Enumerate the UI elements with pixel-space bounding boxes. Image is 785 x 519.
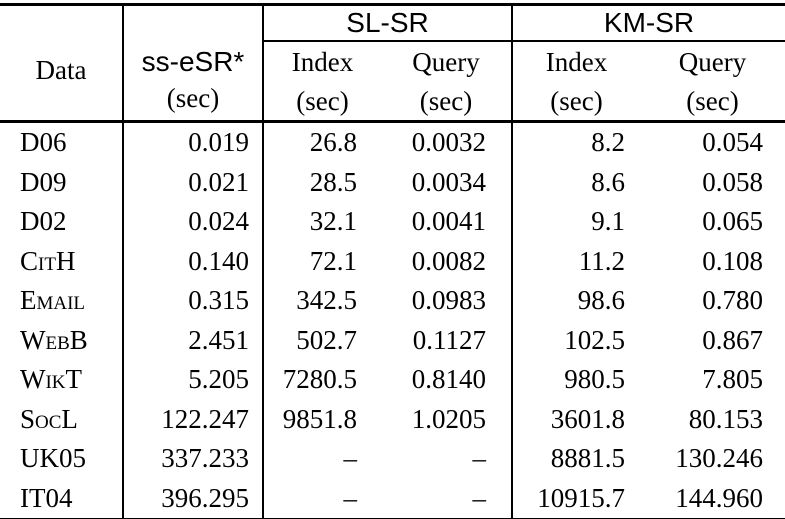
cell-ss-esr: 0.021 <box>123 162 264 202</box>
table-header: Data ss-eSR* (sec) SL-SR KM-SR Index Que… <box>0 4 785 123</box>
cell-sl-query: – <box>381 439 513 479</box>
column-header-km-query: Query <box>678 46 747 77</box>
method-unit-ss-esr: (sec) <box>166 83 220 113</box>
method-name-ss-esr: ss-eSR* <box>141 46 245 77</box>
table-row: WebB 2.451 502.7 0.1127 102.5 0.867 <box>0 320 785 360</box>
column-header-ss-esr: ss-eSR* (sec) <box>123 4 264 123</box>
cell-sl-query: 0.0082 <box>381 241 513 281</box>
cell-sl-index: 342.5 <box>296 285 357 316</box>
table-body: D06 0.019 26.8 0.0032 8.2 0.054 D09 0.02… <box>0 121 785 519</box>
row-label: D06 <box>0 121 124 163</box>
row-label: IT04 <box>0 478 124 519</box>
table-row: D06 0.019 26.8 0.0032 8.2 0.054 <box>0 121 785 163</box>
cell-sl-query: 1.0205 <box>381 399 513 439</box>
cell-ss-esr: 2.451 <box>123 320 264 360</box>
cell-km-query: 0.065 <box>702 206 764 237</box>
cell-ss-esr: 0.140 <box>123 241 264 281</box>
cell-sl-index: 28.5 <box>309 166 357 197</box>
cell-km-index: 11.2 <box>578 245 625 276</box>
cell-km-index: 8881.5 <box>550 443 625 474</box>
cell-km-query: 80.153 <box>688 403 764 434</box>
cell-sl-query: – <box>381 478 513 519</box>
cell-km-query: 144.960 <box>675 482 764 513</box>
group-header-km-sr: KM-SR <box>512 4 785 42</box>
row-label: WikT <box>0 360 124 400</box>
column-header-sl-query: Query <box>381 41 513 82</box>
cell-ss-esr: 5.205 <box>123 360 264 400</box>
column-header-km-index: Index <box>545 46 608 77</box>
cell-sl-query: 0.0041 <box>381 202 513 242</box>
cell-ss-esr: 396.295 <box>123 478 264 519</box>
cell-km-index: 8.2 <box>591 127 625 158</box>
cell-ss-esr: 0.019 <box>123 121 264 163</box>
results-table: Data ss-eSR* (sec) SL-SR KM-SR Index Que… <box>0 3 785 519</box>
cell-sl-index: 502.7 <box>296 324 357 355</box>
cell-km-query: 7.805 <box>702 364 764 395</box>
row-label: Email <box>0 281 124 321</box>
cell-sl-index: 32.1 <box>309 206 357 237</box>
row-label: WebB <box>0 320 124 360</box>
cell-km-index: 3601.8 <box>550 403 625 434</box>
cell-km-index: 980.5 <box>564 364 625 395</box>
table-row: IT04 396.295 – – 10915.7 144.960 <box>0 478 785 519</box>
column-header-sl-index: Index <box>291 46 354 77</box>
cell-km-query: 130.246 <box>675 443 764 474</box>
cell-ss-esr: 337.233 <box>123 439 264 479</box>
cell-km-index: 102.5 <box>564 324 625 355</box>
cell-km-query: 0.867 <box>702 324 764 355</box>
cell-ss-esr: 0.024 <box>123 202 264 242</box>
column-header-data: Data <box>0 4 124 123</box>
cell-sl-index: 72.1 <box>309 245 357 276</box>
cell-km-query: 0.108 <box>702 245 764 276</box>
row-label: CitH <box>0 241 124 281</box>
cell-km-query: 0.780 <box>702 285 764 316</box>
cell-sl-query: 0.0983 <box>381 281 513 321</box>
row-label: D02 <box>0 202 124 242</box>
cell-km-query: 0.054 <box>702 127 764 158</box>
cell-km-index: 10915.7 <box>537 482 625 513</box>
unit-label-km-index: (sec) <box>512 82 640 123</box>
row-label: SocL <box>0 399 124 439</box>
unit-label-sl-index: (sec) <box>263 82 381 123</box>
cell-ss-esr: 0.315 <box>123 281 264 321</box>
row-label: UK05 <box>0 439 124 479</box>
row-label: D09 <box>0 162 124 202</box>
group-header-sl-sr: SL-SR <box>263 4 513 42</box>
table-row: WikT 5.205 7280.5 0.8140 980.5 7.805 <box>0 360 785 400</box>
table-row: CitH 0.140 72.1 0.0082 11.2 0.108 <box>0 241 785 281</box>
cell-sl-index: 7280.5 <box>282 364 357 395</box>
cell-sl-query: 0.1127 <box>381 320 513 360</box>
cell-sl-index: – <box>343 443 358 474</box>
cell-sl-query: 0.0032 <box>381 121 513 163</box>
cell-km-index: 98.6 <box>577 285 625 316</box>
unit-label-km-query: (sec) <box>640 82 785 123</box>
cell-km-index: 8.6 <box>591 166 625 197</box>
cell-sl-index: 9851.8 <box>282 403 357 434</box>
cell-sl-query: 0.0034 <box>381 162 513 202</box>
table-row: D02 0.024 32.1 0.0041 9.1 0.065 <box>0 202 785 242</box>
cell-sl-index: – <box>343 482 358 513</box>
cell-sl-index: 26.8 <box>309 127 357 158</box>
table-row: SocL 122.247 9851.8 1.0205 3601.8 80.153 <box>0 399 785 439</box>
unit-label-sl-query: (sec) <box>381 82 513 123</box>
table-row: D09 0.021 28.5 0.0034 8.6 0.058 <box>0 162 785 202</box>
cell-sl-query: 0.8140 <box>381 360 513 400</box>
table-row: Email 0.315 342.5 0.0983 98.6 0.780 <box>0 281 785 321</box>
cell-km-index: 9.1 <box>591 206 625 237</box>
cell-ss-esr: 122.247 <box>123 399 264 439</box>
table-row: UK05 337.233 – – 8881.5 130.246 <box>0 439 785 479</box>
cell-km-query: 0.058 <box>702 166 764 197</box>
